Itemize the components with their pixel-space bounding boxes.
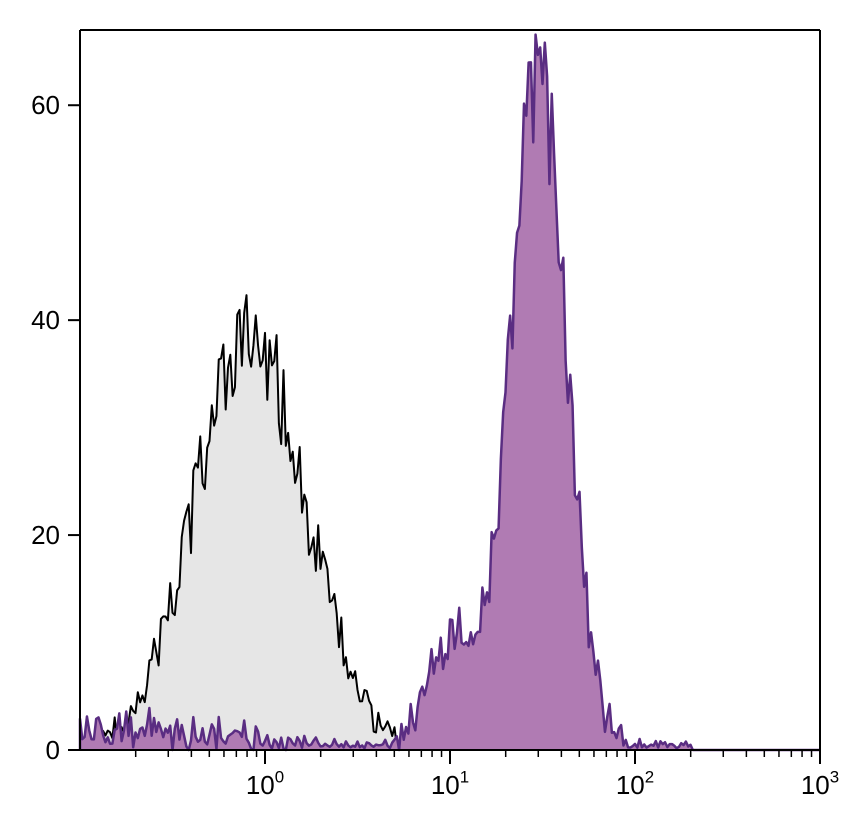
- chart-svg: 0204060100101102103: [0, 0, 845, 834]
- svg-text:0: 0: [46, 735, 60, 765]
- svg-text:20: 20: [31, 520, 60, 550]
- svg-text:60: 60: [31, 90, 60, 120]
- svg-text:40: 40: [31, 305, 60, 335]
- flow-cytometry-chart: 0204060100101102103: [0, 0, 845, 834]
